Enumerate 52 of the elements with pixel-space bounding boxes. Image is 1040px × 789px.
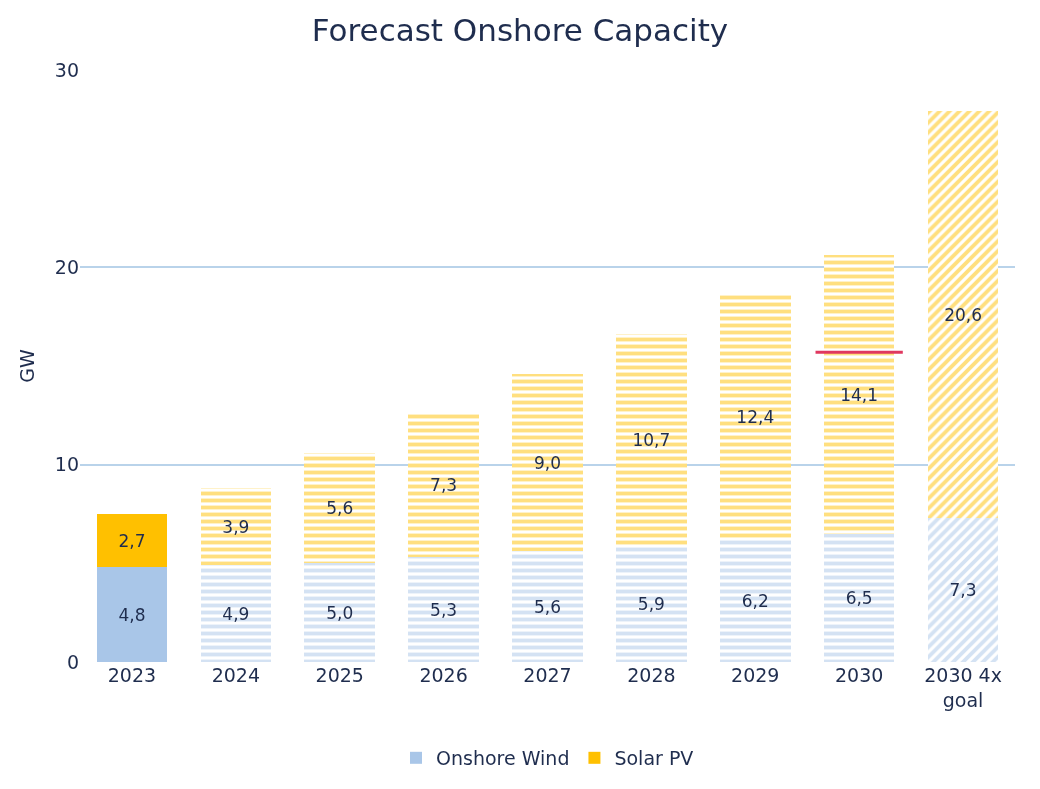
data-label: 3,9 — [222, 516, 250, 537]
y-tick-label: 20 — [54, 255, 79, 278]
bar — [719, 539, 791, 662]
bar — [512, 551, 583, 662]
bar — [96, 567, 168, 662]
data-label: 5,9 — [637, 593, 665, 614]
x-tick-label: 2028 — [627, 664, 676, 686]
data-label: 5,3 — [430, 599, 458, 620]
data-label: 14,1 — [840, 384, 879, 405]
bar — [96, 514, 168, 568]
x-tick-label: 2024 — [211, 664, 261, 686]
data-label: 20,6 — [944, 304, 982, 325]
x-tick-label: 2025 — [315, 664, 364, 686]
data-label: 6,5 — [845, 587, 873, 608]
data-label: 4,9 — [222, 603, 250, 624]
y-tick-label: 0 — [66, 650, 79, 673]
bar — [823, 255, 895, 534]
bar — [719, 294, 791, 540]
bar — [304, 452, 376, 564]
x-tick-label: 2027 — [523, 664, 572, 686]
y-tick-label: 30 — [54, 58, 79, 81]
bar — [408, 413, 479, 558]
bar — [200, 488, 272, 566]
data-label: 5,0 — [326, 602, 354, 623]
x-tick-label: 2030 4x goal — [924, 664, 1002, 711]
data-label: 5,6 — [533, 596, 562, 617]
bar — [927, 111, 999, 518]
x-tick-label: 2023 — [107, 664, 157, 686]
x-tick-label: 2030 — [834, 664, 884, 686]
x-tick-label: 2026 — [419, 664, 468, 686]
y-axis-title: GW — [15, 349, 38, 383]
data-label: 7,3 — [430, 475, 458, 496]
legend-label: Solar PV — [614, 747, 694, 770]
data-label: 9,0 — [533, 452, 562, 473]
x-tick-label: 2029 — [731, 664, 780, 686]
data-label: 4,8 — [118, 604, 146, 625]
bar — [823, 533, 895, 662]
data-label: 2,7 — [118, 530, 146, 551]
bar — [616, 545, 687, 662]
data-label: 6,2 — [741, 590, 769, 611]
bar — [512, 373, 583, 552]
legend-label: Onshore Wind — [436, 747, 570, 770]
chart-title: Forecast Onshore Capacity — [311, 12, 729, 49]
y-tick-label: 10 — [54, 453, 79, 476]
bar — [200, 565, 272, 662]
bar — [616, 334, 687, 546]
data-label: 5,6 — [326, 498, 354, 519]
data-label: 7,3 — [949, 579, 977, 600]
bar — [304, 563, 376, 662]
bar — [408, 557, 479, 662]
data-label: 12,4 — [736, 407, 775, 428]
bar — [927, 517, 999, 662]
